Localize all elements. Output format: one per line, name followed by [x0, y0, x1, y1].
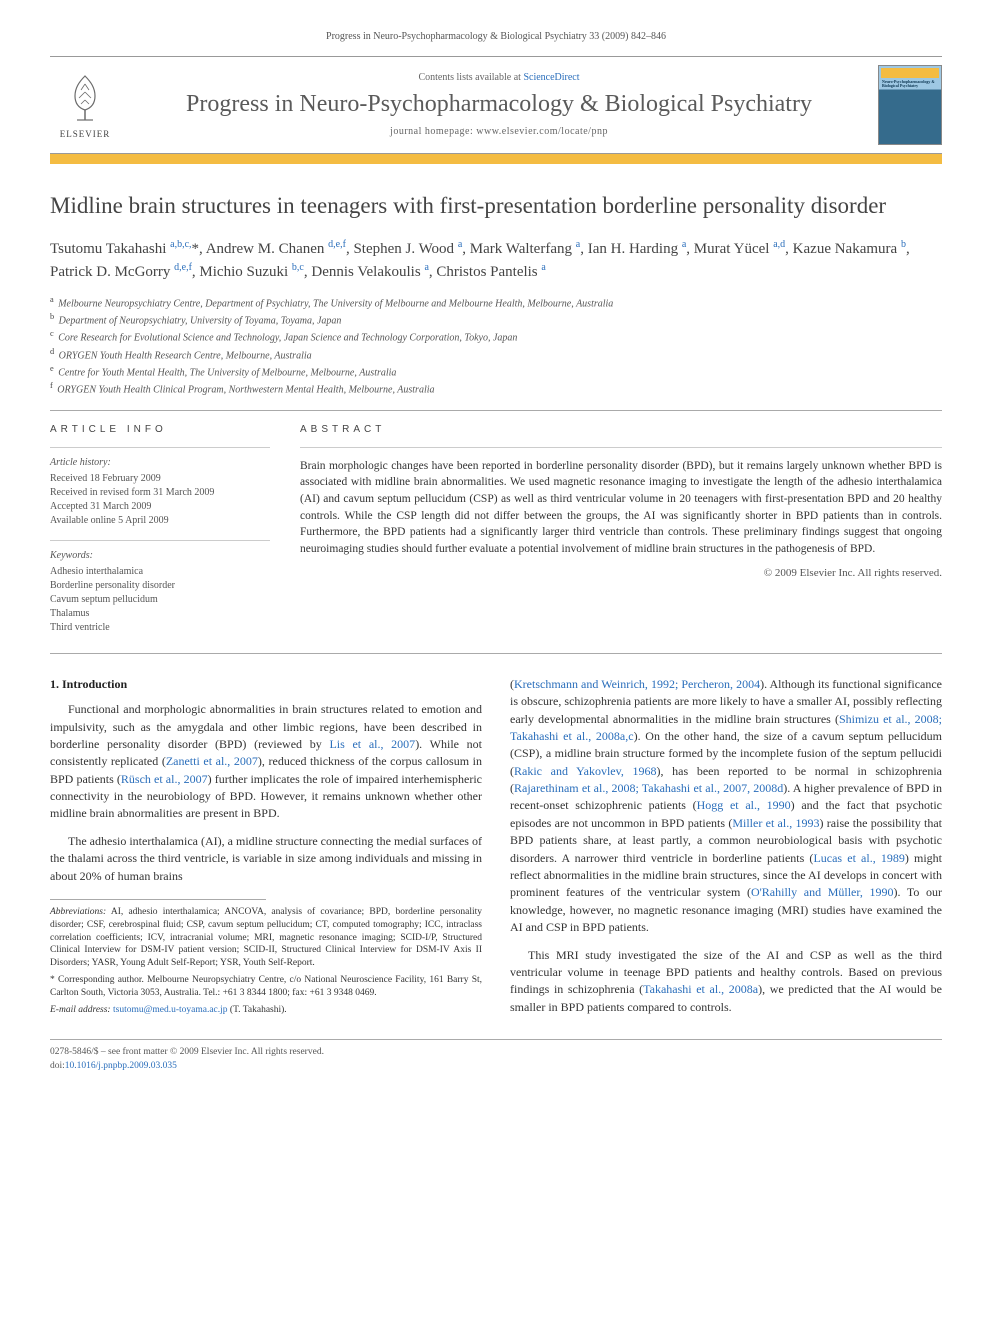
citation-link[interactable]: Takahashi et al., 2008a [643, 982, 758, 996]
journal-header: ELSEVIER Contents lists available at Sci… [50, 56, 942, 154]
orange-divider [50, 154, 942, 164]
citation-link[interactable]: Rüsch et al., 2007 [121, 772, 208, 786]
citation-link[interactable]: O'Rahilly and Müller, 1990 [751, 885, 894, 899]
article-info-column: ARTICLE INFO Article history: Received 1… [50, 423, 270, 635]
email-label: E-mail address: [50, 1005, 111, 1015]
article-history-label: Article history: [50, 456, 270, 470]
article-title: Midline brain structures in teenagers wi… [50, 192, 942, 221]
publisher-name: ELSEVIER [60, 128, 111, 141]
paragraph: (Kretschmann and Weinrich, 1992; Percher… [510, 676, 942, 937]
abstract-text: Brain morphologic changes have been repo… [300, 447, 942, 558]
running-header: Progress in Neuro-Psychopharmacology & B… [50, 30, 942, 44]
keyword: Cavum septum pellucidum [50, 593, 270, 607]
abbreviations-label: Abbreviations: [50, 907, 106, 917]
keyword: Thalamus [50, 607, 270, 621]
citation-link[interactable]: Hogg et al., 1990 [697, 798, 791, 812]
journal-homepage: journal homepage: www.elsevier.com/locat… [132, 125, 866, 139]
article-info-label: ARTICLE INFO [50, 423, 270, 437]
keyword: Third ventricle [50, 621, 270, 635]
section-heading-introduction: 1. Introduction [50, 676, 482, 693]
journal-cover-thumbnail: Neuro-Psychopharmacology & Biological Ps… [878, 65, 942, 145]
email-suffix: (T. Takahashi). [230, 1005, 287, 1015]
citation-link[interactable]: Lucas et al., 1989 [813, 851, 904, 865]
citation-link[interactable]: Kretschmann and Weinrich, 1992; Perchero… [514, 677, 760, 691]
history-line: Received in revised form 31 March 2009 [50, 486, 270, 500]
citation-link[interactable]: Lis et al., 2007 [329, 737, 415, 751]
paragraph: Functional and morphologic abnormalities… [50, 701, 482, 823]
paragraph: This MRI study investigated the size of … [510, 947, 942, 1017]
citation-link[interactable]: Miller et al., 1993 [732, 816, 819, 830]
doi-line: doi:10.1016/j.pnpbp.2009.03.035 [50, 1060, 942, 1073]
abstract-copyright: © 2009 Elsevier Inc. All rights reserved… [300, 566, 942, 581]
history-line: Received 18 February 2009 [50, 472, 270, 486]
citation-link[interactable]: tsutomu@med.u-toyama.ac.jp [113, 1005, 228, 1015]
info-abstract-row: ARTICLE INFO Article history: Received 1… [50, 410, 942, 654]
doi-link[interactable]: 10.1016/j.pnpbp.2009.03.035 [65, 1061, 177, 1071]
footnotes: Abbreviations: AI, adhesio interthalamic… [50, 906, 482, 1017]
authors-list: Tsutomu Takahashi a,b,c,*, Andrew M. Cha… [50, 237, 942, 284]
doi-label: doi: [50, 1061, 65, 1071]
history-line: Available online 5 April 2009 [50, 514, 270, 528]
keywords: Keywords: Adhesio interthalamicaBorderli… [50, 540, 270, 635]
keyword: Adhesio interthalamica [50, 565, 270, 579]
article-history: Article history: Received 18 February 20… [50, 447, 270, 528]
citation-link[interactable]: Zanetti et al., 2007 [166, 754, 258, 768]
sciencedirect-link[interactable]: ScienceDirect [523, 72, 579, 83]
affiliations-list: a Melbourne Neuropsychiatry Centre, Depa… [50, 294, 942, 398]
footnote-separator [50, 899, 266, 900]
paragraph: The adhesio interthalamica (AI), a midli… [50, 833, 482, 885]
abbreviations-text: AI, adhesio interthalamica; ANCOVA, anal… [50, 907, 482, 968]
cover-caption: Neuro-Psychopharmacology & Biological Ps… [882, 80, 938, 89]
article-body: 1. Introduction Functional and morpholog… [50, 676, 942, 1024]
citation-link[interactable]: Shimizu et al., 2008; Takahashi et al., … [510, 712, 942, 743]
citation-link[interactable]: Rajarethinam et al., 2008; Takahashi et … [514, 781, 783, 795]
elsevier-tree-icon [61, 70, 109, 126]
keyword: Borderline personality disorder [50, 579, 270, 593]
citation-link[interactable]: Rakic and Yakovlev, 1968 [514, 764, 657, 778]
publisher-logo: ELSEVIER [50, 65, 120, 145]
abstract-column: ABSTRACT Brain morphologic changes have … [300, 423, 942, 635]
journal-name: Progress in Neuro-Psychopharmacology & B… [132, 91, 866, 119]
corresponding-label: * Corresponding author. [50, 975, 144, 985]
email-footnote: E-mail address: tsutomu@med.u-toyama.ac.… [50, 1004, 482, 1017]
header-center: Contents lists available at ScienceDirec… [132, 71, 866, 139]
corresponding-author-footnote: * Corresponding author. Melbourne Neurop… [50, 974, 482, 1000]
contents-prefix: Contents lists available at [418, 72, 523, 83]
abstract-label: ABSTRACT [300, 423, 942, 437]
keywords-label: Keywords: [50, 549, 270, 563]
issn-line: 0278-5846/$ – see front matter © 2009 El… [50, 1046, 942, 1059]
history-line: Accepted 31 March 2009 [50, 500, 270, 514]
contents-available: Contents lists available at ScienceDirec… [132, 71, 866, 85]
abbreviations-footnote: Abbreviations: AI, adhesio interthalamic… [50, 906, 482, 970]
bottom-publication-line: 0278-5846/$ – see front matter © 2009 El… [50, 1039, 942, 1073]
